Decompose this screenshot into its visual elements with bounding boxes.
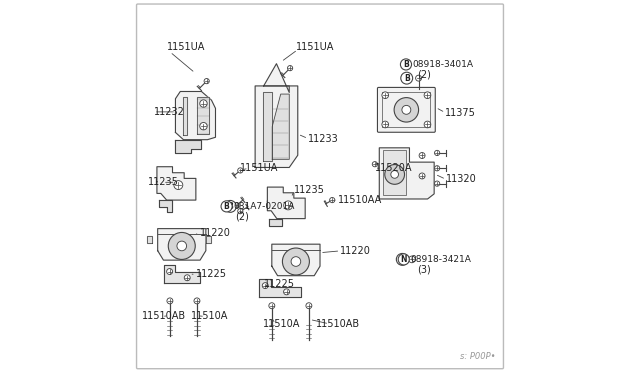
Polygon shape — [259, 279, 301, 297]
Circle shape — [234, 203, 239, 208]
Polygon shape — [157, 167, 196, 200]
Circle shape — [401, 72, 413, 84]
Polygon shape — [164, 265, 200, 283]
Text: 11520A: 11520A — [375, 163, 412, 173]
Text: (3): (3) — [417, 264, 431, 275]
Circle shape — [435, 150, 440, 155]
Circle shape — [221, 201, 232, 212]
Text: 11233: 11233 — [308, 134, 339, 144]
Circle shape — [167, 298, 173, 304]
Text: N: N — [399, 255, 406, 264]
Circle shape — [398, 254, 410, 265]
Text: 11235: 11235 — [294, 186, 325, 195]
Bar — [383, 150, 406, 195]
Text: B: B — [403, 60, 409, 69]
Circle shape — [284, 201, 292, 210]
Circle shape — [174, 181, 183, 189]
Polygon shape — [269, 219, 282, 227]
Circle shape — [401, 59, 412, 70]
Text: 11510AB: 11510AB — [316, 319, 360, 329]
Circle shape — [287, 65, 292, 71]
Polygon shape — [182, 97, 188, 135]
Text: s: P00P•: s: P00P• — [460, 352, 496, 361]
Text: 081A7-0201A: 081A7-0201A — [233, 202, 294, 211]
Polygon shape — [380, 148, 434, 199]
Circle shape — [237, 209, 243, 214]
Text: B: B — [404, 74, 410, 83]
Polygon shape — [206, 237, 211, 243]
Circle shape — [435, 166, 440, 171]
Text: 11510A: 11510A — [262, 319, 300, 329]
Circle shape — [306, 303, 312, 309]
Circle shape — [282, 248, 309, 275]
Circle shape — [402, 105, 411, 114]
Text: 11232: 11232 — [154, 107, 185, 117]
Text: 1151UA: 1151UA — [166, 42, 205, 52]
Text: 11235: 11235 — [148, 177, 179, 187]
Polygon shape — [272, 244, 320, 276]
Circle shape — [382, 92, 388, 99]
Circle shape — [177, 241, 187, 251]
Circle shape — [291, 257, 301, 266]
Text: 11510AB: 11510AB — [142, 311, 186, 321]
Text: 11225: 11225 — [264, 279, 294, 289]
Circle shape — [372, 161, 378, 167]
Text: 1151UA: 1151UA — [240, 163, 278, 173]
Circle shape — [269, 303, 275, 309]
Circle shape — [391, 171, 399, 178]
Text: 11320: 11320 — [446, 174, 477, 185]
Circle shape — [184, 275, 190, 281]
Text: 1151UA: 1151UA — [296, 42, 334, 52]
Circle shape — [394, 97, 419, 122]
Circle shape — [415, 75, 422, 81]
Text: 11510AA: 11510AA — [338, 195, 382, 205]
Text: 11375: 11375 — [445, 108, 476, 118]
Text: 11220: 11220 — [340, 246, 371, 256]
Circle shape — [396, 253, 408, 265]
Text: 08918-3421A: 08918-3421A — [410, 255, 471, 264]
Circle shape — [419, 173, 425, 179]
Circle shape — [419, 153, 425, 158]
Circle shape — [225, 201, 236, 212]
Circle shape — [408, 256, 415, 263]
Polygon shape — [147, 237, 152, 243]
Circle shape — [424, 121, 431, 128]
Circle shape — [330, 198, 335, 203]
Circle shape — [168, 232, 195, 259]
Text: (2): (2) — [417, 70, 431, 80]
Polygon shape — [198, 97, 209, 134]
Polygon shape — [175, 140, 202, 153]
Circle shape — [435, 181, 440, 186]
Text: 11510A: 11510A — [191, 311, 228, 321]
Polygon shape — [175, 92, 216, 140]
Text: 11220: 11220 — [200, 228, 230, 238]
Circle shape — [262, 283, 268, 289]
Circle shape — [382, 121, 388, 128]
Circle shape — [166, 269, 173, 275]
FancyBboxPatch shape — [378, 87, 435, 132]
Polygon shape — [268, 187, 305, 219]
Circle shape — [200, 122, 207, 130]
Circle shape — [194, 298, 200, 304]
Polygon shape — [264, 64, 289, 93]
Circle shape — [200, 100, 207, 107]
Text: 08918-3401A: 08918-3401A — [413, 60, 474, 69]
Circle shape — [204, 78, 209, 84]
Polygon shape — [272, 94, 289, 159]
Polygon shape — [263, 93, 272, 161]
Text: (2): (2) — [235, 211, 248, 221]
Polygon shape — [159, 200, 173, 212]
Circle shape — [424, 92, 431, 99]
Circle shape — [237, 168, 243, 173]
Polygon shape — [157, 229, 206, 260]
Polygon shape — [255, 86, 298, 167]
Bar — [382, 92, 431, 128]
Text: B: B — [224, 202, 230, 211]
Text: N: N — [401, 255, 407, 264]
Text: 11225: 11225 — [196, 269, 227, 279]
Circle shape — [284, 289, 289, 295]
Text: B: B — [227, 202, 233, 211]
Circle shape — [385, 164, 404, 184]
